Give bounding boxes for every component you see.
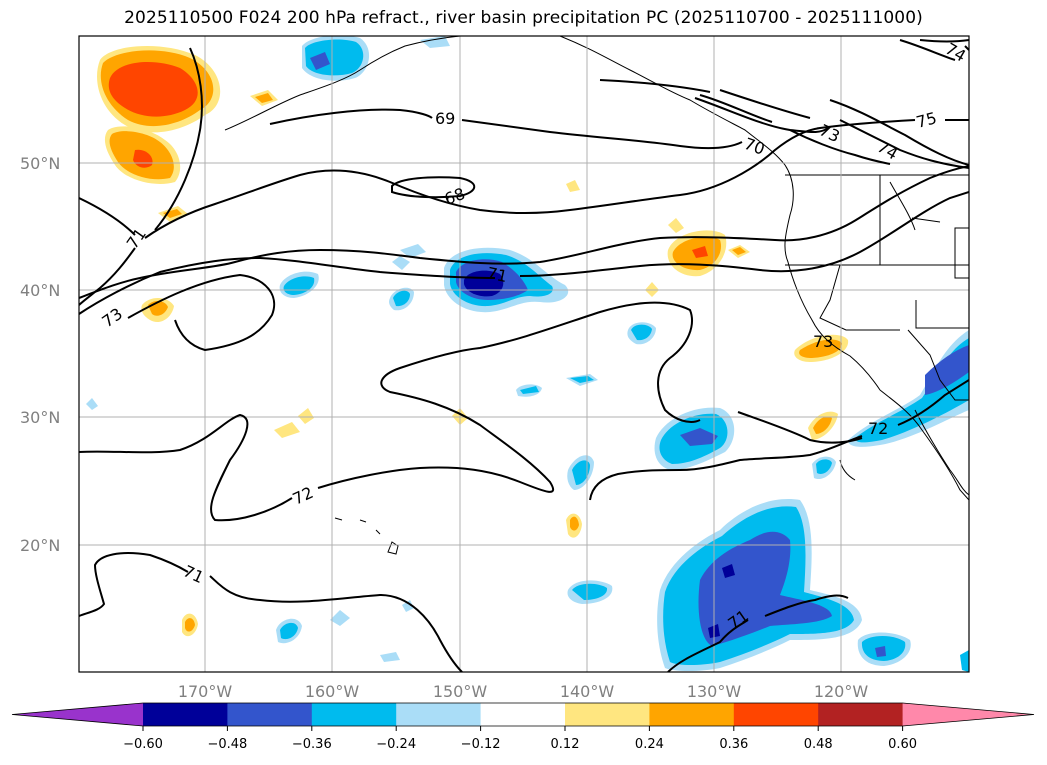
contour-label: 75 bbox=[914, 108, 939, 132]
graticule bbox=[79, 36, 969, 672]
colorbar-label: 0.12 bbox=[551, 737, 580, 752]
colorbar-label: 0.24 bbox=[635, 737, 664, 752]
lat-label: 30°N bbox=[20, 408, 60, 427]
colorbar-segment bbox=[649, 703, 735, 726]
colorbar-label: −0.12 bbox=[461, 737, 501, 752]
colorbar: −0.60 −0.48 −0.36 −0.24 −0.12 0.12 0.24 0.36 0.4… bbox=[11, 702, 1035, 752]
lat-label: 20°N bbox=[20, 536, 60, 555]
map-frame bbox=[78, 35, 970, 673]
colorbar-label: 0.48 bbox=[804, 737, 833, 752]
map-area: 69 68 71 71 73 72 71 71 73 72 70 73 74 7… bbox=[79, 36, 969, 672]
colorbar-extend-high bbox=[902, 703, 1034, 726]
contour-label: 73 bbox=[813, 332, 833, 351]
colorbar-segment bbox=[480, 703, 566, 726]
lat-label: 50°N bbox=[20, 154, 60, 173]
colorbar-label: −0.36 bbox=[292, 737, 332, 752]
lon-label: 140°W bbox=[560, 682, 615, 701]
lon-label: 120°W bbox=[814, 682, 869, 701]
lat-label: 40°N bbox=[20, 281, 60, 300]
colorbar-segment bbox=[396, 703, 482, 726]
colorbar-label: 0.36 bbox=[719, 737, 748, 752]
lon-label: 170°W bbox=[178, 682, 233, 701]
precip-shading bbox=[86, 36, 969, 672]
map-title: 2025110500 F024 200 hPa refract., river … bbox=[124, 8, 923, 28]
longitude-labels: 170°W 160°W 150°W 140°W 130°W 120°W bbox=[178, 682, 869, 701]
colorbar-label: −0.60 bbox=[123, 737, 163, 752]
lon-label: 160°W bbox=[305, 682, 360, 701]
colorbar-segment bbox=[818, 703, 904, 726]
colorbar-label: −0.48 bbox=[207, 737, 247, 752]
lon-label: 150°W bbox=[433, 682, 488, 701]
latitude-labels: 50°N 40°N 30°N 20°N bbox=[20, 154, 60, 555]
colorbar-segment bbox=[227, 703, 313, 726]
colorbar-segment bbox=[733, 703, 819, 726]
colorbar-extend-low bbox=[12, 703, 143, 726]
lon-label: 130°W bbox=[687, 682, 742, 701]
colorbar-label: 0.60 bbox=[888, 737, 917, 752]
contour-label: 69 bbox=[435, 109, 455, 128]
colorbar-segment bbox=[311, 703, 397, 726]
contour-label: 71 bbox=[485, 263, 509, 286]
colorbar-segment bbox=[143, 703, 228, 726]
colorbar-label: −0.24 bbox=[376, 737, 416, 752]
refractivity-contours bbox=[79, 39, 969, 672]
contour-label: 72 bbox=[868, 419, 888, 438]
colorbar-segment bbox=[565, 703, 650, 726]
